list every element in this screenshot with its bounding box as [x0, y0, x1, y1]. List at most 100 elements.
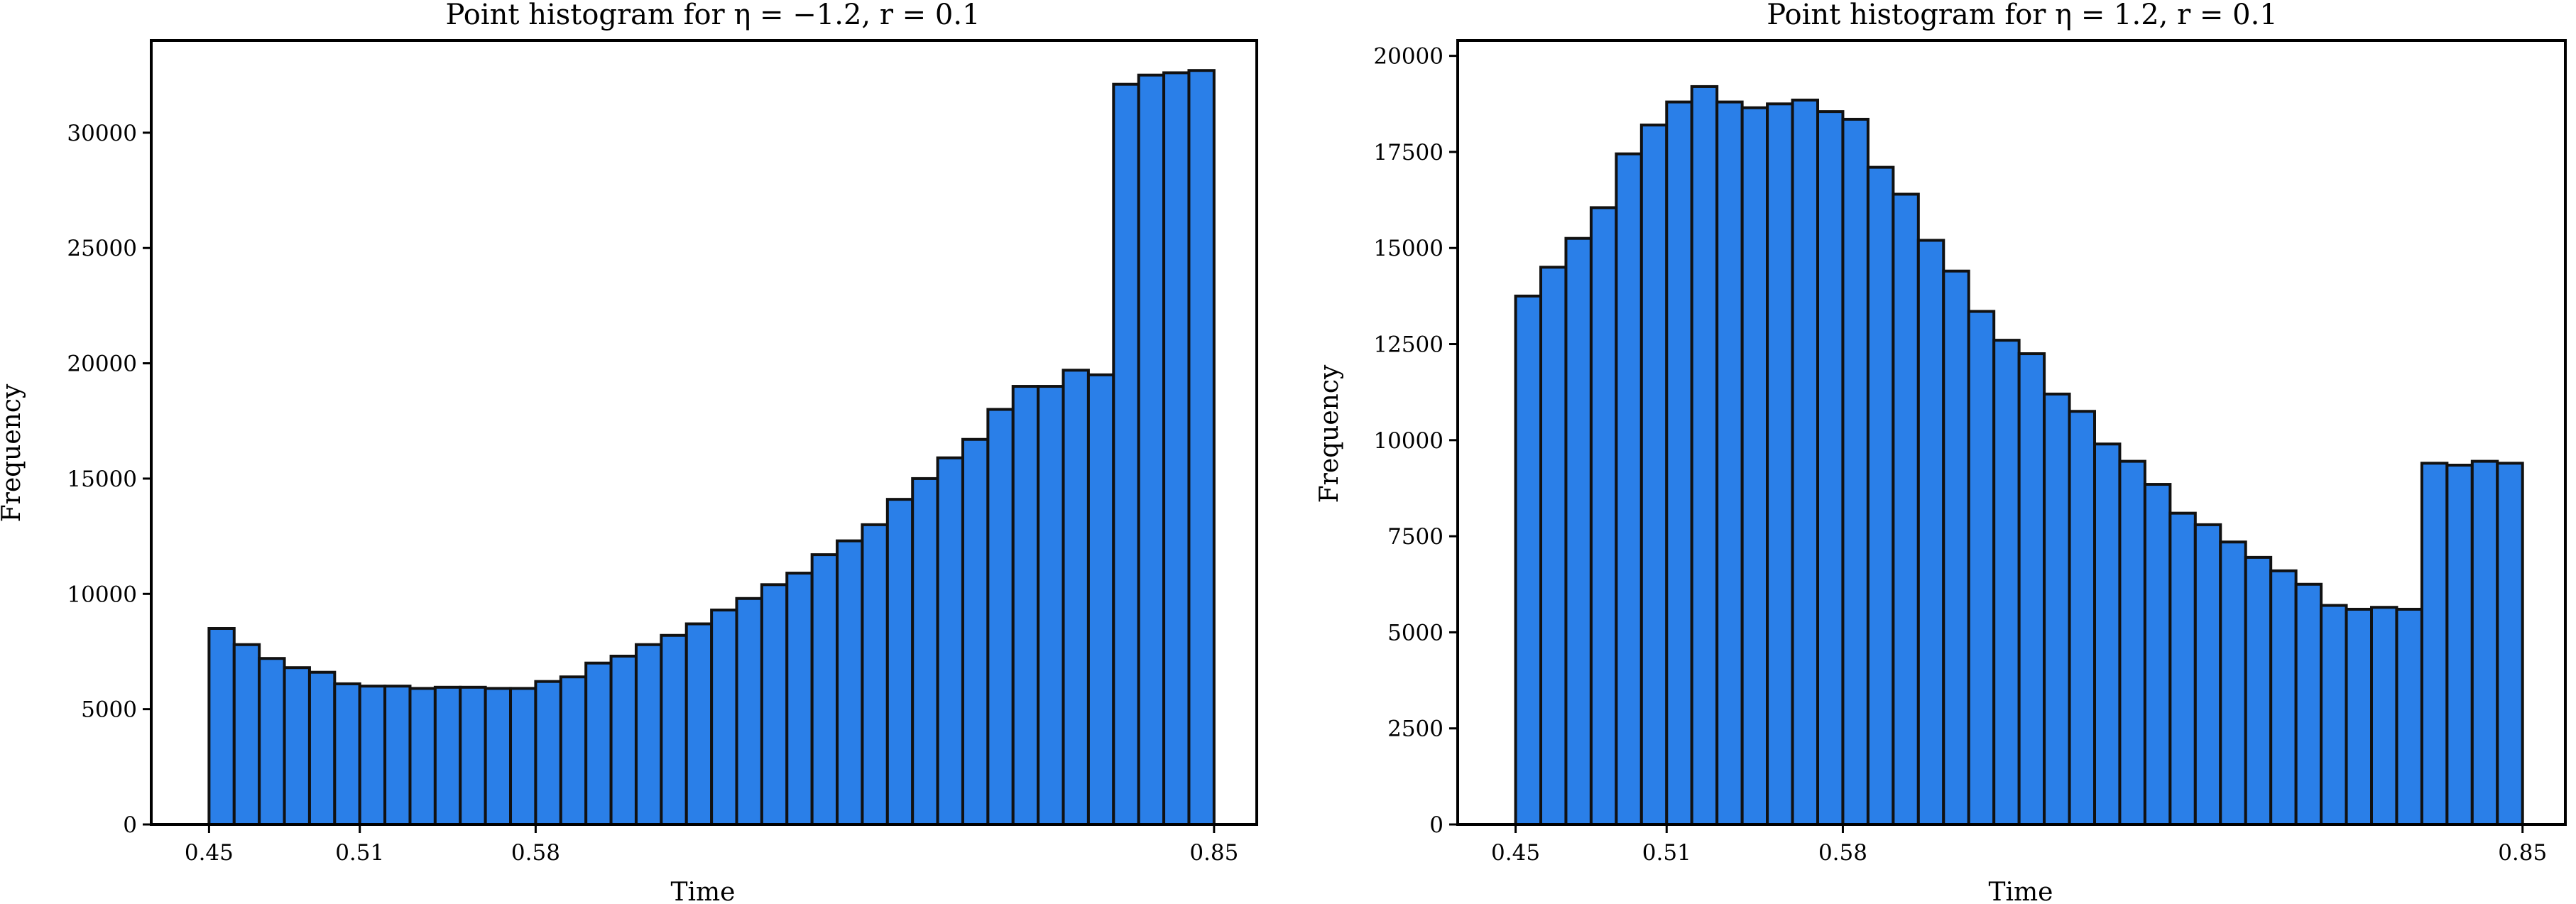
histogram-bar — [1841, 117, 1870, 826]
histogram-bar — [1061, 369, 1090, 826]
histogram-bar — [684, 622, 714, 826]
histogram-bar — [1639, 124, 1669, 826]
histogram-bar — [1589, 206, 1618, 827]
histogram-bar — [1916, 239, 1945, 827]
y-tick-label: 0 — [123, 812, 137, 838]
histogram-bar — [2370, 606, 2398, 826]
histogram-bar — [1942, 269, 1970, 826]
histogram-bar — [2244, 555, 2273, 826]
histogram-bar — [534, 680, 562, 826]
chart-right-bars — [1514, 85, 2524, 827]
x-tick-label: 0.85 — [1189, 840, 1238, 866]
histogram-bar — [484, 687, 513, 826]
chart-left-bars — [207, 69, 1216, 827]
chart-left-title: Point histogram for η = −1.2, r = 0.1 — [445, 0, 980, 31]
histogram-bar — [1715, 100, 1744, 826]
chart-right-yticks: 0 2500 5000 7500 10000 12500 15000 17500 20000 — [1373, 44, 1458, 838]
chart-right-xlabel: Time — [1989, 878, 2053, 904]
histogram-bar — [1564, 236, 1593, 826]
y-tick-label: 10000 — [67, 582, 137, 607]
histogram-bar — [433, 685, 462, 826]
x-tick-label: 0.51 — [1642, 840, 1691, 866]
histogram-bar — [2017, 352, 2046, 826]
histogram-bar — [1892, 192, 1920, 827]
chart-right-frame — [1456, 39, 2567, 826]
histogram-bar — [1740, 106, 1769, 826]
chart-left-xticks: 0.45 0.51 0.58 0.85 — [185, 824, 1238, 866]
histogram-bar — [2445, 464, 2474, 826]
histogram-bar — [383, 685, 412, 826]
y-tick-label: 17500 — [1373, 140, 1443, 165]
x-tick-label: 0.45 — [185, 840, 234, 866]
y-tick-label: 10000 — [1373, 428, 1443, 454]
chart-left: Point histogram for η = −1.2, r = 0.1 Fr… — [0, 0, 1258, 904]
y-tick-label: 15000 — [1373, 236, 1443, 261]
histogram-bar — [2345, 607, 2374, 826]
histogram-bar — [1615, 152, 1643, 826]
y-tick-label: 2500 — [1387, 717, 1443, 742]
histogram-bar — [2219, 540, 2247, 826]
chart-right-title: Point histogram for η = 1.2, r = 0.1 — [1767, 0, 2278, 31]
x-tick-label: 0.58 — [511, 840, 560, 866]
histogram-bar — [258, 657, 286, 827]
histogram-bar — [1816, 110, 1845, 826]
histogram-bar — [1539, 266, 1568, 827]
histogram-bar — [634, 643, 663, 826]
x-tick-label: 0.58 — [1818, 840, 1867, 866]
histogram-bar — [2470, 459, 2499, 827]
histogram-bar — [609, 654, 638, 827]
histogram-bar — [2043, 392, 2071, 826]
chart-right-xticks: 0.45 0.51 0.58 0.85 — [1491, 824, 2547, 866]
histogram-bar — [911, 476, 939, 826]
y-tick-label: 15000 — [67, 467, 137, 492]
histogram-bar — [2193, 523, 2222, 826]
chart-left-xlabel: Time — [671, 878, 736, 904]
histogram-bar — [459, 685, 487, 826]
histogram-bar — [885, 498, 915, 826]
y-tick-label: 5000 — [1387, 620, 1443, 646]
y-tick-label: 0 — [1429, 812, 1443, 838]
y-tick-label: 20000 — [67, 352, 137, 377]
histogram-bar — [810, 553, 839, 827]
histogram-bar — [1187, 69, 1216, 827]
histogram-bar — [710, 609, 738, 827]
chart-left-frame — [150, 39, 1258, 826]
histogram-bar — [2168, 511, 2197, 827]
y-tick-label: 30000 — [67, 121, 137, 146]
histogram-bar — [1690, 85, 1719, 827]
histogram-bar — [207, 627, 236, 826]
histogram-bar — [333, 682, 361, 826]
histogram-bar — [1011, 385, 1040, 826]
histogram-bar — [2320, 604, 2348, 827]
y-tick-label: 7500 — [1387, 524, 1443, 550]
histogram-bar — [584, 661, 613, 827]
histogram-bar — [936, 456, 964, 826]
histogram-bar — [1866, 165, 1895, 826]
histogram-bar — [559, 675, 588, 826]
histogram-bar — [760, 583, 789, 826]
histogram-bar — [861, 523, 889, 826]
histogram-bar — [1992, 339, 2021, 826]
x-tick-label: 0.51 — [335, 840, 384, 866]
histogram-bar — [785, 572, 814, 826]
histogram-bar — [1665, 100, 1693, 826]
histogram-bar — [408, 687, 437, 826]
histogram-bar — [2294, 582, 2323, 826]
histogram-bar — [1791, 98, 1820, 826]
y-tick-label: 25000 — [67, 236, 137, 261]
histogram-bar — [1766, 102, 1794, 827]
histogram-bar — [1514, 294, 1543, 826]
histogram-bar — [1162, 71, 1191, 827]
histogram-bar — [1967, 310, 1996, 826]
histogram-bar — [283, 666, 311, 827]
histogram-bar — [1037, 385, 1065, 826]
x-tick-label: 0.85 — [2498, 840, 2547, 866]
histogram-bar — [2496, 462, 2524, 826]
histogram-bar — [2143, 483, 2172, 826]
chart-left-yticks: 0 5000 10000 15000 20000 25000 30000 — [67, 121, 151, 838]
histogram-bar — [2269, 569, 2298, 826]
histogram-bar — [735, 597, 763, 826]
histogram-bar — [232, 643, 261, 826]
chart-right-ylabel: Frequency — [1315, 364, 1344, 503]
